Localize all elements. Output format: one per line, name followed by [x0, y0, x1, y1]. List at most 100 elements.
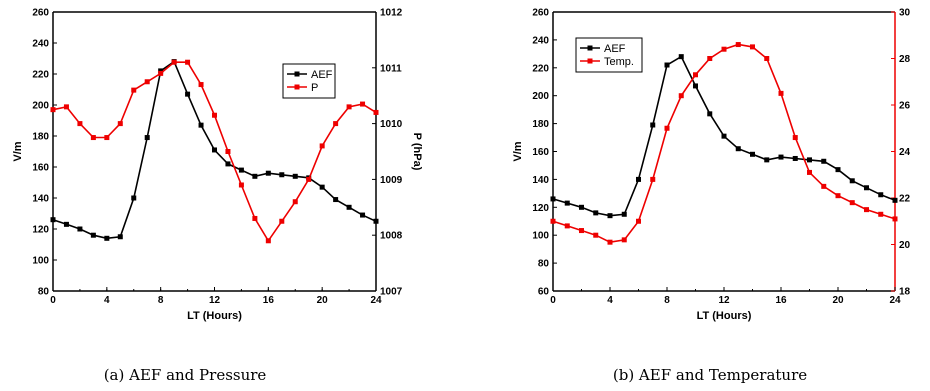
x-tick-label: 12 [209, 295, 221, 306]
right-y-tick-label: 26 [899, 101, 911, 112]
x-tick-label: 0 [50, 295, 56, 306]
y-tick-label: 120 [32, 225, 49, 236]
right-y-tick-label: 24 [899, 147, 911, 158]
data-point-aef [279, 172, 285, 178]
data-point-right [864, 207, 869, 213]
data-point-right [360, 101, 366, 107]
series-line-right [552, 43, 896, 244]
data-point-right [835, 193, 841, 199]
data-point-right [306, 176, 312, 182]
x-tick-label: 24 [889, 295, 901, 306]
x-axis-label: LT (Hours) [697, 310, 752, 322]
legend-box [282, 63, 336, 99]
x-tick-label: 20 [832, 295, 844, 306]
caption-a: (a) AEF and Pressure [104, 366, 267, 384]
x-tick-label: 24 [370, 295, 382, 306]
data-point-aef [821, 158, 827, 164]
data-point-aef [849, 178, 855, 184]
legend-swatch-marker [294, 84, 300, 90]
data-point-aef [721, 133, 727, 139]
data-point-right [333, 121, 339, 127]
data-point-right [171, 59, 177, 65]
x-tick-label: 12 [718, 295, 730, 306]
caption-b: (b) AEF and Temperature [613, 366, 807, 384]
legend-label: AEF [311, 69, 333, 81]
data-point-aef [807, 157, 812, 163]
data-point-aef [579, 204, 584, 210]
data-point-right [636, 218, 641, 224]
y-tick-label: 180 [532, 119, 549, 130]
y-tick-label: 100 [532, 231, 549, 242]
y-tick-label: 60 [538, 287, 550, 298]
data-point-right [198, 82, 204, 88]
right-y-tick-label: 1008 [380, 231, 403, 242]
legend-label: P [311, 82, 318, 94]
data-point-right [238, 182, 244, 188]
x-tick-label: 8 [664, 295, 670, 306]
data-point-aef [225, 161, 231, 167]
right-y-tick-label: 20 [899, 240, 911, 251]
data-point-right [892, 216, 898, 222]
data-point-aef [265, 170, 271, 176]
data-point-aef [104, 235, 110, 241]
x-tick-label: 0 [550, 295, 556, 306]
y-tick-label: 180 [32, 132, 49, 143]
right-y-tick-label: 1009 [380, 175, 403, 186]
chart-aef-pressure: 0 4 8 12 16 20 24 80 100 120 140 160 180 200 220 240 260… [12, 8, 423, 323]
chart-aef-temperature: 0 4 8 12 16 20 24 60 80 100 120 140 160 180 200 220 240 2… [512, 8, 911, 323]
data-point-right [346, 104, 352, 110]
data-point-right [792, 135, 798, 141]
x-axis-label: LT (Hours) [187, 310, 242, 322]
y-tick-label: 220 [32, 70, 49, 81]
right-y-tick-label: 22 [899, 194, 911, 205]
data-point-right [158, 70, 164, 76]
y-tick-label: 140 [532, 175, 549, 186]
data-point-aef [144, 135, 150, 141]
data-point-right [50, 107, 56, 113]
y-tick-label: 80 [38, 287, 50, 298]
y-tick-label: 220 [532, 63, 549, 74]
data-point-right [678, 93, 684, 99]
data-point-right [117, 121, 123, 127]
data-point-right [292, 199, 298, 205]
data-point-right [550, 218, 556, 224]
y-tick-label: 200 [32, 101, 49, 112]
data-point-right [104, 135, 110, 141]
y-tick-label: 160 [32, 163, 49, 174]
data-point-aef [678, 54, 684, 60]
data-point-right [721, 46, 727, 52]
data-point-right [77, 121, 83, 127]
right-y-tick-label: 28 [899, 54, 911, 65]
data-point-right [373, 109, 379, 115]
right-y-axis-label: P (hPa) [411, 133, 423, 171]
x-tick-label: 8 [158, 295, 164, 306]
y-tick-label: 120 [532, 203, 549, 214]
y-tick-label: 80 [538, 259, 550, 270]
y-tick-label: 100 [32, 256, 49, 267]
data-point-aef [792, 155, 798, 161]
y-tick-label: 240 [32, 39, 49, 50]
right-y-tick-label: 1011 [380, 63, 402, 74]
data-point-aef [636, 176, 641, 182]
data-point-aef [864, 185, 869, 191]
data-point-aef [90, 232, 96, 238]
data-point-right [707, 56, 713, 61]
data-point-aef [564, 200, 570, 206]
data-point-aef [750, 151, 755, 157]
data-point-aef [292, 173, 298, 179]
data-point-right [225, 149, 231, 154]
data-point-aef [778, 154, 784, 160]
x-tick-label: 16 [263, 295, 275, 306]
data-point-aef [650, 122, 656, 128]
right-y-tick-label: 1007 [380, 287, 403, 298]
right-y-tick-label: 1010 [380, 119, 403, 130]
right-y-tick-label: 18 [899, 287, 911, 298]
data-point-right [265, 238, 271, 244]
data-point-aef [593, 210, 599, 216]
data-point-right [664, 125, 670, 131]
data-point-aef [50, 217, 56, 223]
data-point-aef [77, 226, 83, 232]
data-point-right [252, 215, 258, 221]
data-point-right [807, 169, 812, 175]
